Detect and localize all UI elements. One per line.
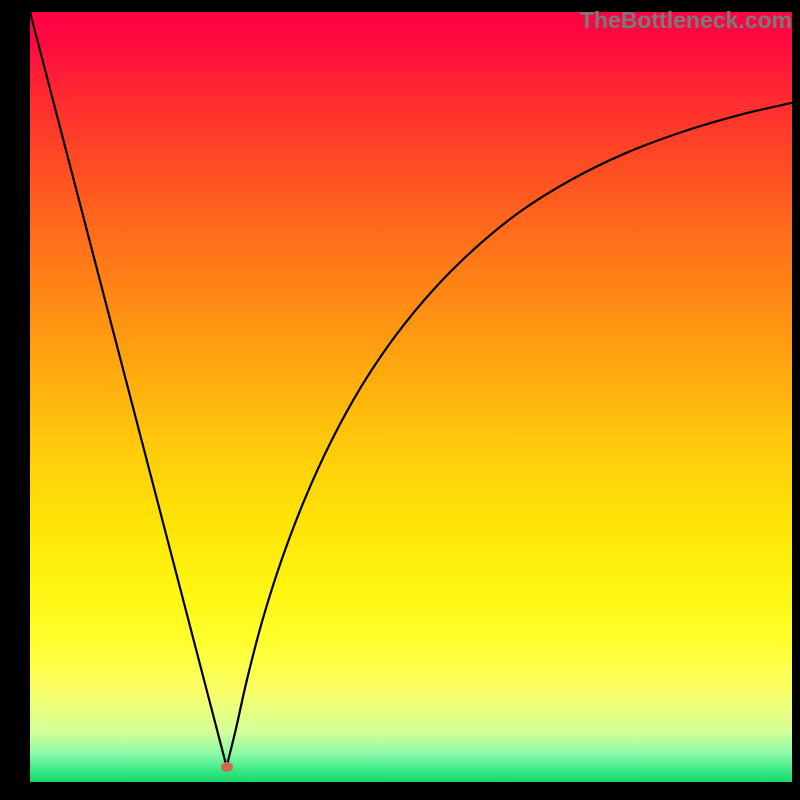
right-rising-curve — [227, 103, 792, 767]
curve-svg — [30, 12, 792, 782]
minimum-marker-dot — [221, 762, 233, 772]
watermark-text: TheBottleneck.com — [580, 7, 792, 34]
left-descent-line — [30, 12, 227, 767]
plot-area — [30, 12, 792, 782]
chart-frame: TheBottleneck.com — [0, 0, 800, 800]
